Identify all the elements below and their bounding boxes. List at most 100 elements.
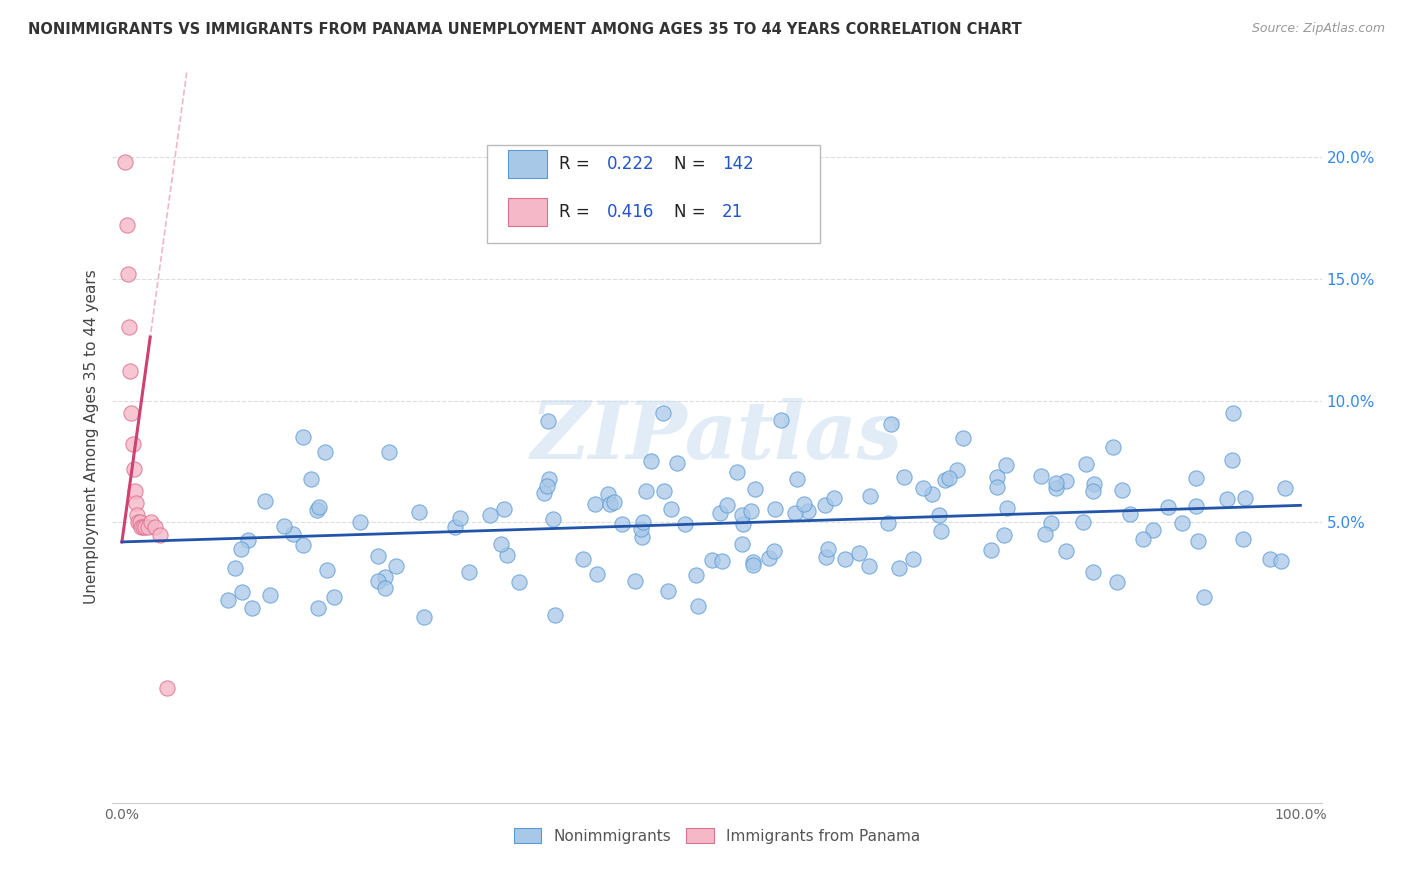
Point [859, 489, 882, 503]
Point [731, 516, 754, 531]
Point [1040, 516, 1063, 530]
Point [1083, 477, 1105, 491]
Point [1170, 516, 1192, 530]
Text: NONIMMIGRANTS VS IMMIGRANTS FROM PANAMA UNEMPLOYMENT AMONG AGES 35 TO 44 YEARS C: NONIMMIGRANTS VS IMMIGRANTS FROM PANAMA … [28, 22, 1022, 37]
Point [673, 516, 696, 531]
Point [911, 482, 934, 496]
Point [880, 417, 903, 431]
Point [1033, 527, 1056, 541]
Point [599, 497, 621, 511]
Point [1102, 441, 1125, 455]
Point [631, 515, 654, 529]
Point [120, 364, 142, 378]
Point [114, 154, 136, 169]
Point [1192, 591, 1215, 605]
Point [444, 520, 467, 534]
Point [602, 494, 624, 508]
Point [217, 593, 239, 607]
Point [124, 483, 146, 498]
Point [508, 574, 530, 589]
Point [666, 456, 689, 470]
Point [537, 414, 560, 428]
Point [640, 454, 662, 468]
Point [1220, 452, 1243, 467]
Point [366, 549, 388, 563]
Point [479, 508, 502, 523]
Point [938, 471, 960, 485]
Point [659, 502, 682, 516]
Point [993, 528, 1015, 542]
Point [1083, 483, 1105, 498]
Point [1045, 476, 1067, 491]
Text: R =: R = [558, 202, 595, 221]
Point [817, 541, 839, 556]
Point [946, 463, 969, 477]
Point [823, 491, 845, 505]
Point [893, 470, 915, 484]
Point [700, 552, 723, 566]
Text: R =: R = [558, 155, 595, 173]
Point [928, 508, 950, 522]
Point [127, 516, 149, 530]
Point [374, 581, 396, 595]
Point [1185, 471, 1208, 485]
Point [623, 574, 645, 588]
Point [495, 548, 517, 562]
Point [980, 542, 1002, 557]
Point [986, 470, 1008, 484]
Point [1274, 481, 1296, 495]
Point [322, 590, 344, 604]
Point [903, 551, 925, 566]
Point [814, 550, 837, 565]
Point [921, 487, 943, 501]
Point [931, 524, 953, 538]
Point [762, 543, 785, 558]
Point [1187, 533, 1209, 548]
Point [118, 320, 141, 334]
Point [994, 458, 1017, 472]
Point [765, 502, 787, 516]
Legend: Nonimmigrants, Immigrants from Panama: Nonimmigrants, Immigrants from Panama [508, 822, 927, 850]
Point [541, 511, 564, 525]
Point [374, 570, 396, 584]
Point [129, 520, 152, 534]
Point [489, 537, 512, 551]
Point [995, 500, 1018, 515]
Point [786, 472, 808, 486]
Point [254, 494, 277, 508]
Text: N =: N = [673, 155, 710, 173]
Point [449, 511, 471, 525]
Point [134, 520, 156, 534]
Point [986, 480, 1008, 494]
Point [1270, 554, 1292, 568]
Point [889, 561, 911, 575]
Point [1071, 516, 1094, 530]
Point [122, 462, 145, 476]
Point [349, 515, 371, 529]
Point [533, 486, 555, 500]
Point [283, 526, 305, 541]
Point [308, 500, 330, 514]
Point [273, 519, 295, 533]
Point [1222, 406, 1244, 420]
Point [314, 445, 336, 459]
Point [709, 506, 731, 520]
Point [610, 516, 633, 531]
Point [1234, 491, 1257, 505]
Point [742, 555, 765, 569]
Point [1076, 458, 1098, 472]
Point [858, 559, 880, 574]
Point [1054, 475, 1077, 489]
Point [536, 479, 558, 493]
Point [224, 561, 246, 575]
Point [1157, 500, 1180, 514]
Point [572, 552, 595, 566]
Point [544, 608, 567, 623]
Point [583, 497, 606, 511]
Point [240, 601, 263, 615]
Point [412, 609, 434, 624]
Point [1054, 544, 1077, 558]
Point [125, 496, 148, 510]
Point [305, 503, 328, 517]
Point [834, 551, 856, 566]
